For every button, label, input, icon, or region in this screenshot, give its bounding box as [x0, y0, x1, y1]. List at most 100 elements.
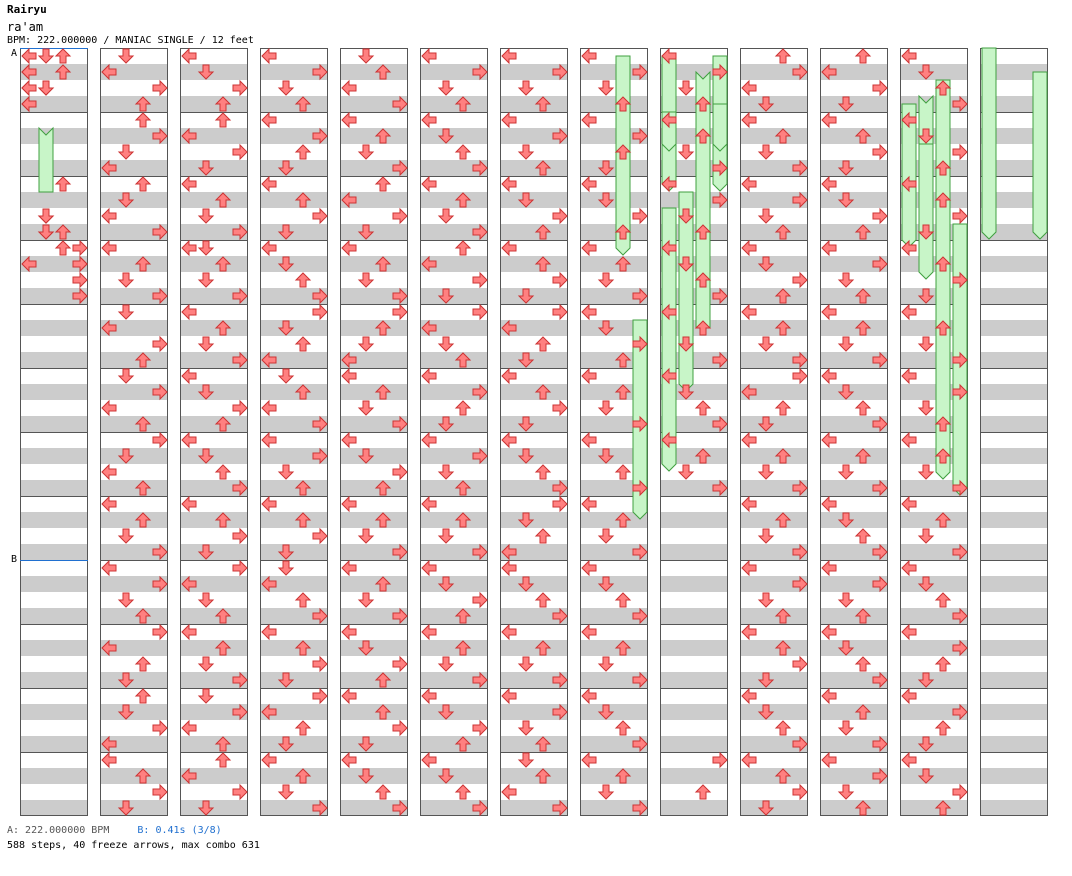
step-arrow-left: [181, 239, 197, 257]
step-arrow-up: [934, 512, 952, 528]
step-arrow-up: [934, 80, 952, 96]
arrow-shape: [134, 176, 152, 192]
arrow-shape: [741, 303, 757, 321]
beat-band: [500, 160, 568, 176]
step-arrow-down: [917, 400, 935, 416]
beat-band: [740, 160, 808, 176]
step-arrow-right: [792, 655, 808, 673]
step-arrow-left: [181, 367, 197, 385]
step-arrow-up: [214, 416, 232, 432]
beat-band: [740, 672, 808, 688]
arrow-shape: [392, 95, 408, 113]
step-arrow-right: [632, 415, 648, 433]
arrow-shape: [741, 239, 757, 257]
step-arrow-right: [152, 127, 168, 145]
step-arrow-down: [837, 192, 855, 208]
beat-band: [260, 288, 328, 304]
step-arrow-down: [437, 416, 455, 432]
beat-band: [660, 608, 728, 624]
arrow-shape: [792, 271, 808, 289]
step-arrow-left: [741, 431, 757, 449]
step-arrow-down: [357, 48, 375, 64]
chart-column-8: [580, 48, 648, 816]
step-arrow-left: [21, 79, 37, 97]
beat-band: [100, 512, 168, 528]
step-arrow-down: [357, 592, 375, 608]
step-arrow-left: [101, 319, 117, 337]
arrow-shape: [152, 575, 168, 593]
arrow-shape: [614, 144, 632, 160]
arrow-shape: [917, 128, 935, 144]
step-arrow-left: [101, 751, 117, 769]
arrow-shape: [197, 688, 215, 704]
step-arrow-right: [792, 783, 808, 801]
arrow-shape: [232, 399, 248, 417]
step-arrow-left: [821, 175, 837, 193]
step-arrow-left: [101, 239, 117, 257]
arrow-shape: [581, 559, 597, 577]
beat-band: [740, 640, 808, 656]
step-arrow-up: [134, 96, 152, 112]
arrow-shape: [837, 512, 855, 528]
arrow-shape: [552, 63, 568, 81]
arrow-shape: [552, 207, 568, 225]
step-arrow-up: [374, 576, 392, 592]
arrow-shape: [792, 575, 808, 593]
arrow-shape: [374, 672, 392, 688]
beat-band: [180, 672, 248, 688]
step-arrow-down: [757, 336, 775, 352]
beat-band: [420, 608, 488, 624]
beat-band: [100, 576, 168, 592]
step-arrow-right: [952, 703, 968, 721]
arrow-shape: [181, 367, 197, 385]
step-arrow-left: [821, 111, 837, 129]
beat-band: [820, 576, 888, 592]
step-arrow-left: [101, 639, 117, 657]
arrow-shape: [757, 416, 775, 432]
step-arrow-down: [917, 224, 935, 240]
arrow-shape: [421, 495, 437, 513]
beat-band: [180, 704, 248, 720]
arrow-shape: [632, 287, 648, 305]
step-arrow-down: [197, 272, 215, 288]
arrow-shape: [517, 720, 535, 736]
step-arrow-up: [374, 672, 392, 688]
step-arrow-left: [581, 367, 597, 385]
arrow-shape: [741, 175, 757, 193]
step-arrow-left: [101, 495, 117, 513]
beat-band: [980, 608, 1048, 624]
step-arrow-left: [101, 399, 117, 417]
step-arrow-right: [392, 287, 408, 305]
beat-band: [900, 544, 968, 560]
step-arrow-left: [741, 383, 757, 401]
step-arrow-up: [614, 512, 632, 528]
step-arrow-right: [792, 351, 808, 369]
step-arrow-left: [821, 751, 837, 769]
beat-band: [900, 768, 968, 784]
step-arrow-left: [501, 47, 517, 65]
arrow-shape: [712, 751, 728, 769]
arrow-shape: [261, 575, 277, 593]
step-arrow-down: [197, 656, 215, 672]
step-arrow-up: [854, 288, 872, 304]
step-arrow-down: [597, 704, 615, 720]
arrow-shape: [821, 687, 837, 705]
arrow-shape: [152, 783, 168, 801]
stop-label: B: 0.41s (3/8): [137, 825, 222, 836]
step-arrow-left: [661, 47, 677, 65]
arrow-shape: [837, 720, 855, 736]
step-arrow-up: [294, 512, 312, 528]
song-meta: BPM: 222.000000 / MANIAC SINGLE / 12 fee…: [7, 35, 254, 46]
step-arrow-right: [872, 143, 888, 161]
arrow-shape: [917, 64, 935, 80]
arrow-shape: [774, 400, 792, 416]
step-arrow-left: [661, 303, 677, 321]
step-arrow-left: [421, 47, 437, 65]
beat-band: [340, 576, 408, 592]
step-arrow-up: [854, 400, 872, 416]
arrow-shape: [581, 367, 597, 385]
beat-band: [900, 96, 968, 112]
step-arrow-left: [501, 319, 517, 337]
arrow-shape: [232, 287, 248, 305]
arrow-shape: [837, 384, 855, 400]
